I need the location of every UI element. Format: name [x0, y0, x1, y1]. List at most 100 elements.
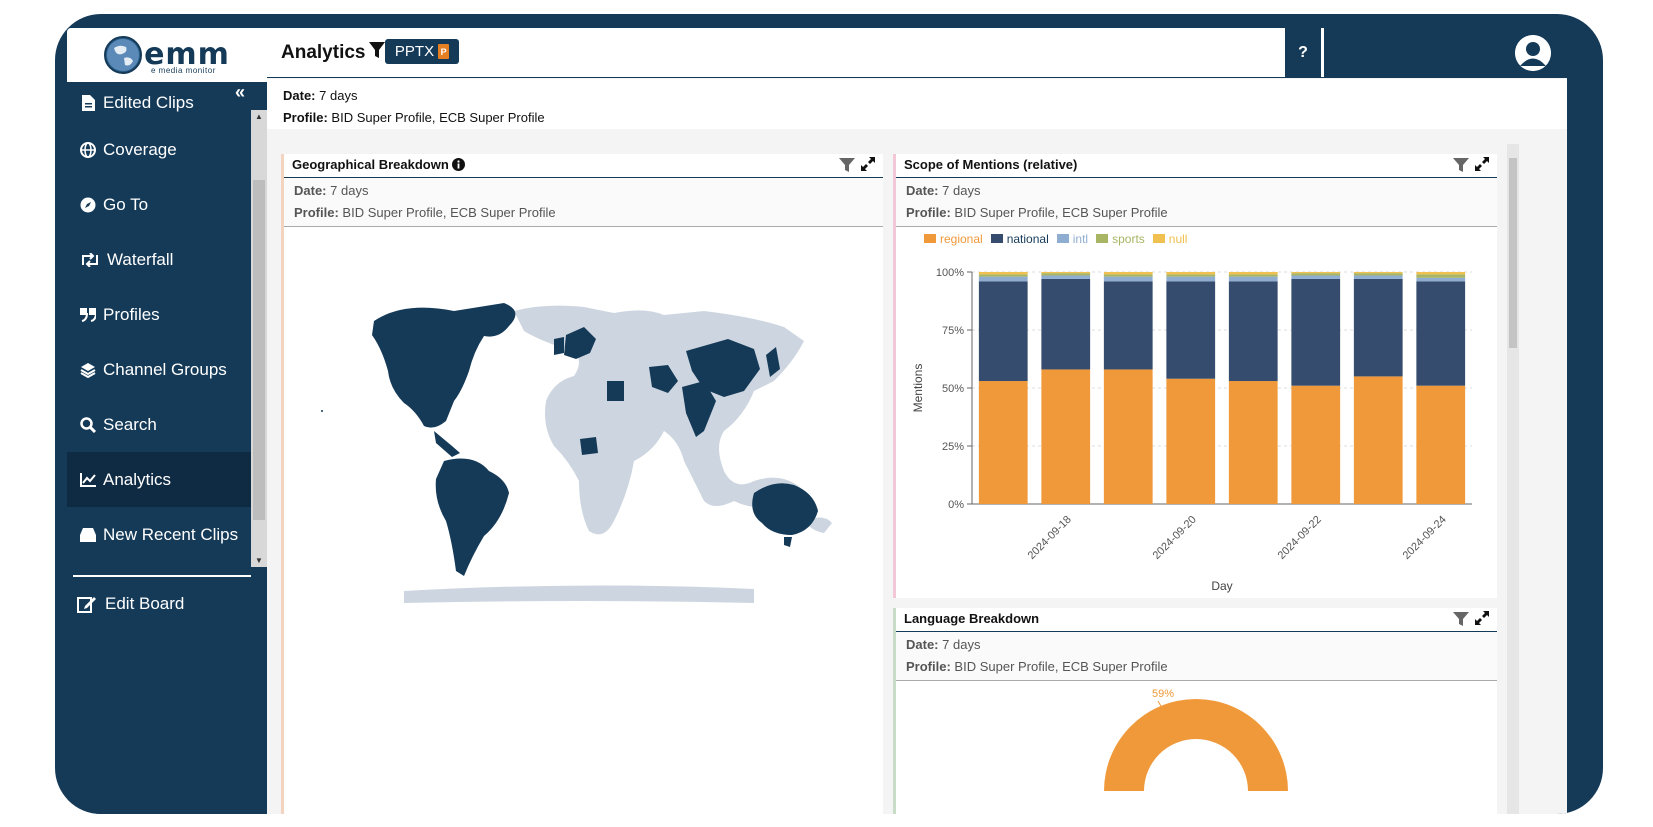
- help-button[interactable]: ?: [1285, 28, 1321, 78]
- bar-segment-null: [1041, 272, 1091, 274]
- date-label: Date:: [283, 88, 316, 103]
- file-powerpoint-icon: P: [438, 44, 450, 59]
- sidebar-scrollbar-thumb[interactable]: [253, 180, 265, 520]
- bar-segment-sports: [1228, 274, 1278, 277]
- y-tick-label: 0%: [948, 499, 964, 511]
- sidebar-item-label: Coverage: [103, 140, 177, 159]
- bar-segment-sports: [978, 274, 1028, 277]
- x-tick-label: 2024-09-18: [1026, 514, 1074, 562]
- bar-segment-null: [978, 272, 1028, 275]
- donut-slice-label: 59%: [1152, 688, 1174, 700]
- legend-swatch: [1096, 234, 1109, 243]
- bar-segment-national: [1228, 281, 1278, 382]
- quote-icon: [79, 306, 97, 324]
- edit-board-button[interactable]: Edit Board: [77, 594, 184, 614]
- main-scrollbar-thumb[interactable]: [1509, 158, 1517, 348]
- edit-icon: [77, 595, 97, 613]
- legend-item-sports[interactable]: sports: [1096, 232, 1145, 246]
- legend-item-regional[interactable]: regional: [924, 232, 983, 246]
- filter-icon[interactable]: [1453, 611, 1469, 630]
- collapse-sidebar-button[interactable]: «: [235, 82, 246, 102]
- bar-segment-intl: [1228, 276, 1278, 282]
- help-label: ?: [1298, 44, 1308, 61]
- y-axis-label: Mentions: [911, 364, 925, 413]
- logo[interactable]: emm e media monitor: [67, 28, 267, 82]
- search-icon: [79, 416, 97, 434]
- x-tick-label: 2024-09-20: [1151, 514, 1199, 562]
- pptx-export-button[interactable]: PPTX P: [385, 39, 459, 64]
- inbox-icon: [79, 526, 97, 544]
- legend-item-null[interactable]: null: [1152, 232, 1187, 246]
- card-filter-info: Date: 7 days Profile: BID Super Profile,…: [896, 632, 1497, 681]
- sidebar-item-search[interactable]: Search: [67, 398, 251, 452]
- sidebar-item-analytics[interactable]: Analytics: [67, 452, 251, 507]
- main-scrollbar[interactable]: [1507, 144, 1519, 814]
- sidebar-item-label: Profiles: [103, 305, 160, 324]
- card-title: Scope of Mentions (relative): [904, 157, 1078, 172]
- bar-segment-sports: [1166, 274, 1216, 277]
- bar-segment-national: [1416, 281, 1466, 386]
- bar-segment-null: [1291, 272, 1341, 274]
- bar-segment-national: [1103, 281, 1153, 370]
- sidebar-item-edited-clips[interactable]: Edited Clips: [67, 82, 251, 122]
- bar-segment-regional: [1166, 378, 1216, 504]
- sidebar-divider: [73, 575, 251, 577]
- user-avatar-icon[interactable]: [1515, 35, 1551, 71]
- sidebar-item-new-recent-clips[interactable]: New Recent Clips: [67, 507, 251, 563]
- user-area: [1324, 28, 1567, 78]
- sidebar-item-channel-groups[interactable]: Channel Groups: [67, 342, 251, 398]
- card-title: Language Breakdown: [904, 611, 1040, 626]
- legend-swatch: [1152, 234, 1165, 243]
- expand-icon[interactable]: [1475, 157, 1489, 176]
- x-axis-label: Day: [1211, 579, 1232, 593]
- expand-icon[interactable]: [861, 157, 875, 176]
- bar-segment-intl: [978, 276, 1028, 282]
- card-filter-info: Date: 7 days Profile: BID Super Profile,…: [284, 178, 883, 227]
- bar-segment-null: [1353, 272, 1403, 274]
- sidebar-item-go-to[interactable]: Go To: [67, 178, 251, 232]
- x-tick-label: 2024-09-22: [1276, 514, 1324, 562]
- bar-segment-sports: [1353, 273, 1403, 276]
- date-label: Date:: [294, 183, 327, 198]
- donut-slice[interactable]: [1104, 699, 1288, 791]
- bar-segment-regional: [1041, 369, 1091, 504]
- bar-segment-null: [1103, 272, 1153, 275]
- filter-icon[interactable]: [1453, 157, 1469, 176]
- legend-swatch: [1056, 234, 1069, 243]
- legend-item-national[interactable]: national: [990, 232, 1049, 246]
- bar-segment-regional: [1103, 369, 1153, 504]
- legend-item-intl[interactable]: intl: [1056, 232, 1088, 246]
- info-icon[interactable]: [452, 158, 466, 174]
- geographical-breakdown-card: Geographical Breakdown Date: 7 days Prof…: [281, 154, 883, 814]
- expand-icon[interactable]: [1475, 611, 1489, 630]
- bar-segment-null: [1166, 272, 1216, 275]
- retweet-icon: [79, 251, 101, 269]
- bar-segment-national: [1041, 278, 1091, 370]
- sidebar-item-profiles[interactable]: Profiles: [67, 288, 251, 342]
- legend-swatch: [924, 234, 936, 243]
- legend-swatch: [990, 234, 1003, 243]
- file-icon: [79, 94, 97, 112]
- card-header: Language Breakdown: [896, 608, 1497, 632]
- filter-icon[interactable]: [369, 42, 386, 64]
- bar-segment-intl: [1166, 276, 1216, 282]
- app-window: emm e media monitor Edited Clips Coverag…: [55, 14, 1603, 814]
- sidebar-scrollbar[interactable]: ▲ ▼: [251, 110, 267, 567]
- card-filter-info: Date: 7 days Profile: BID Super Profile,…: [896, 178, 1497, 227]
- world-map[interactable]: [284, 231, 884, 611]
- sidebar-item-coverage[interactable]: Coverage: [67, 122, 251, 178]
- sidebar-item-label: Go To: [103, 195, 149, 214]
- profile-value: BID Super Profile, ECB Super Profile: [331, 110, 545, 125]
- date-label: Date:: [906, 637, 939, 652]
- scroll-up-arrow-icon[interactable]: ▲: [255, 112, 263, 121]
- bar-segment-null: [1416, 272, 1466, 275]
- scroll-down-arrow-icon[interactable]: ▼: [255, 556, 263, 565]
- sidebar-item-label: New Recent Clips: [103, 525, 239, 544]
- y-tick-label: 50%: [942, 383, 964, 395]
- sidebar: emm e media monitor Edited Clips Coverag…: [67, 28, 267, 814]
- y-tick-label: 75%: [942, 325, 964, 337]
- sidebar-item-waterfall[interactable]: Waterfall: [67, 232, 251, 288]
- bar-segment-regional: [978, 381, 1028, 504]
- filter-icon[interactable]: [839, 157, 855, 176]
- sidebar-nav: Edited Clips Coverage Go To Waterfall Pr…: [67, 82, 251, 567]
